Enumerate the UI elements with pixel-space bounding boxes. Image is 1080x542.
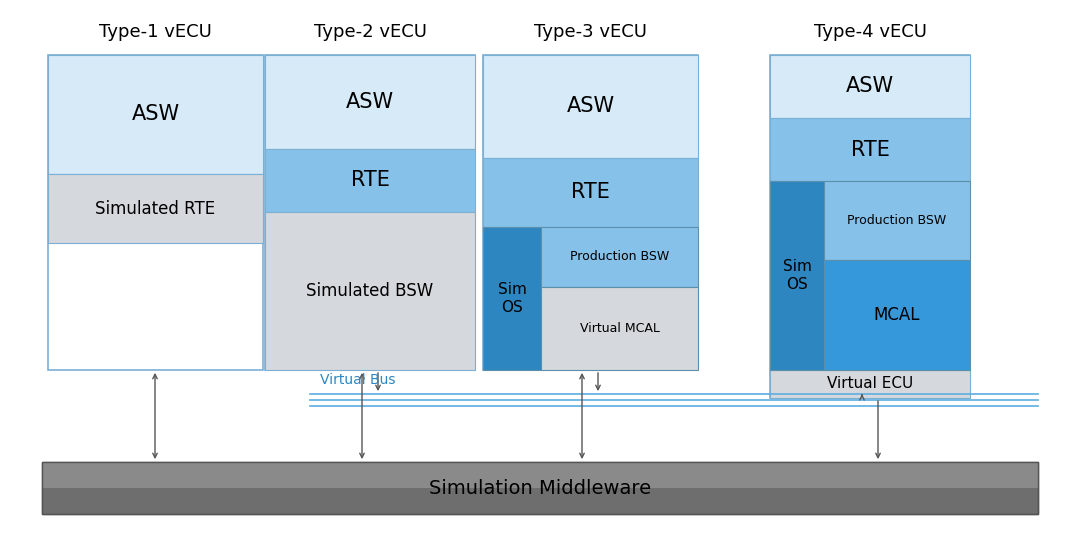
Text: Type-2 vECU: Type-2 vECU bbox=[313, 23, 427, 41]
Bar bbox=[770, 181, 824, 370]
Bar bbox=[265, 212, 475, 370]
Bar bbox=[42, 462, 1038, 488]
Text: Virtual Bus: Virtual Bus bbox=[320, 373, 395, 387]
Text: RTE: RTE bbox=[571, 183, 610, 203]
Bar bbox=[265, 55, 475, 149]
Text: Sim
OS: Sim OS bbox=[783, 259, 811, 292]
Text: ASW: ASW bbox=[566, 96, 615, 117]
Text: Virtual MCAL: Virtual MCAL bbox=[580, 322, 660, 335]
Bar bbox=[770, 118, 970, 181]
Bar bbox=[48, 174, 264, 243]
Text: Sim
OS: Sim OS bbox=[498, 282, 526, 315]
Text: Simulation Middleware: Simulation Middleware bbox=[429, 479, 651, 498]
Text: Virtual ECU: Virtual ECU bbox=[827, 377, 913, 391]
Bar bbox=[265, 55, 475, 370]
Bar bbox=[770, 55, 970, 398]
Bar bbox=[824, 260, 970, 370]
Text: Production BSW: Production BSW bbox=[848, 214, 947, 227]
Bar bbox=[541, 287, 698, 370]
Text: ASW: ASW bbox=[346, 92, 394, 112]
Text: RTE: RTE bbox=[351, 171, 390, 190]
Bar bbox=[42, 462, 1038, 514]
Text: Type-1 vECU: Type-1 vECU bbox=[98, 23, 212, 41]
Bar bbox=[483, 158, 698, 227]
Text: ASW: ASW bbox=[846, 76, 894, 96]
Bar bbox=[770, 370, 970, 398]
Bar bbox=[483, 55, 698, 158]
Text: RTE: RTE bbox=[851, 139, 890, 159]
Bar bbox=[541, 227, 698, 287]
Bar bbox=[48, 55, 264, 370]
Bar bbox=[48, 55, 264, 174]
Bar bbox=[483, 55, 698, 370]
Text: Type-3 vECU: Type-3 vECU bbox=[534, 23, 647, 41]
Bar bbox=[770, 55, 970, 118]
Bar bbox=[265, 149, 475, 212]
Bar bbox=[824, 181, 970, 260]
Text: Type-4 vECU: Type-4 vECU bbox=[813, 23, 927, 41]
Text: Simulated RTE: Simulated RTE bbox=[95, 199, 216, 217]
Text: Production BSW: Production BSW bbox=[570, 250, 670, 263]
Text: ASW: ASW bbox=[132, 105, 179, 125]
Bar bbox=[42, 462, 1038, 514]
Bar bbox=[483, 227, 541, 370]
Text: Simulated BSW: Simulated BSW bbox=[307, 282, 434, 300]
Text: MCAL: MCAL bbox=[874, 306, 920, 324]
